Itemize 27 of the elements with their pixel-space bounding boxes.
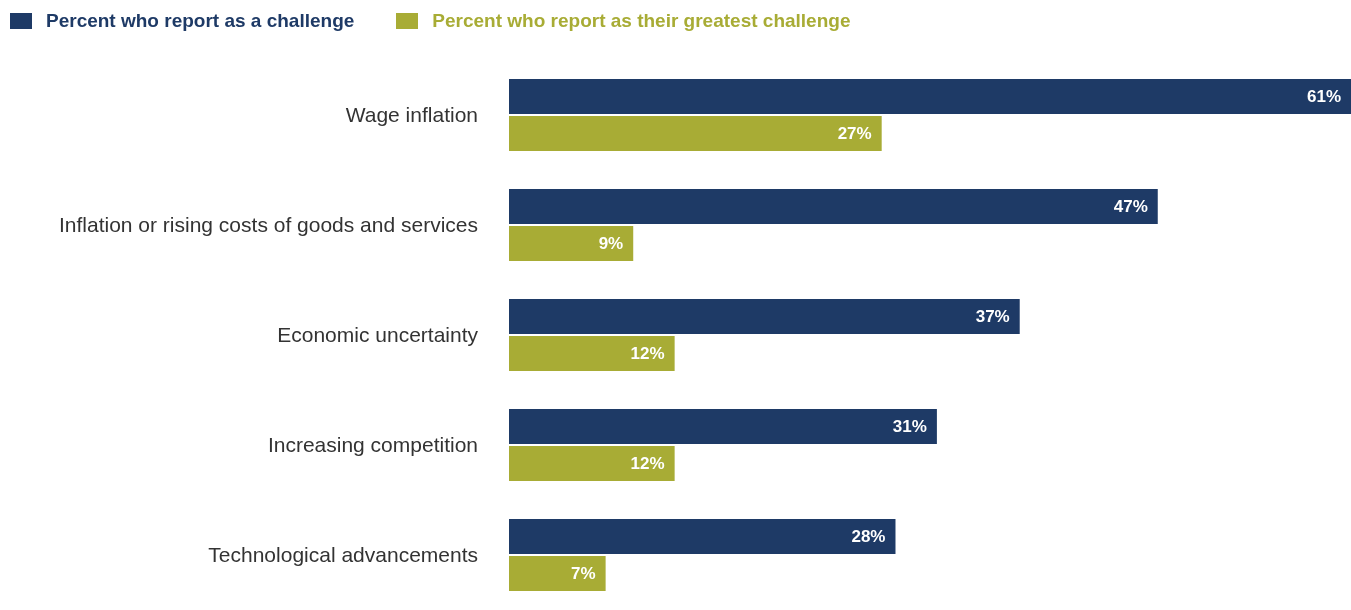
data-label: 12% — [630, 454, 665, 473]
y-tick-label: Wage inflation — [345, 103, 478, 127]
bar — [509, 189, 1158, 224]
bar — [509, 446, 675, 481]
bar — [509, 409, 937, 444]
bar — [509, 299, 1020, 334]
bar — [509, 556, 606, 591]
bar — [509, 116, 882, 151]
legend-label: Percent who report as a challenge — [46, 10, 355, 32]
data-label: 7% — [571, 564, 596, 583]
data-label: 28% — [851, 527, 886, 546]
data-label: 47% — [1113, 197, 1148, 216]
y-tick-label: Economic uncertainty — [277, 323, 479, 347]
bar — [509, 336, 675, 371]
data-label: 12% — [630, 344, 665, 363]
bar — [509, 519, 896, 554]
data-label: 31% — [892, 417, 927, 436]
data-label: 9% — [598, 234, 624, 253]
y-tick-label: Technological advancements — [208, 543, 478, 567]
bar — [509, 79, 1351, 114]
y-tick-label: Inflation or rising costs of goods and services — [58, 213, 478, 237]
data-label: 61% — [1306, 87, 1341, 106]
y-tick-label: Increasing competition — [267, 433, 478, 457]
bar — [509, 226, 634, 261]
data-label: 37% — [975, 307, 1010, 326]
legend-label: Percent who report as their greatest challenge — [432, 10, 851, 32]
data-label: 27% — [837, 124, 872, 143]
